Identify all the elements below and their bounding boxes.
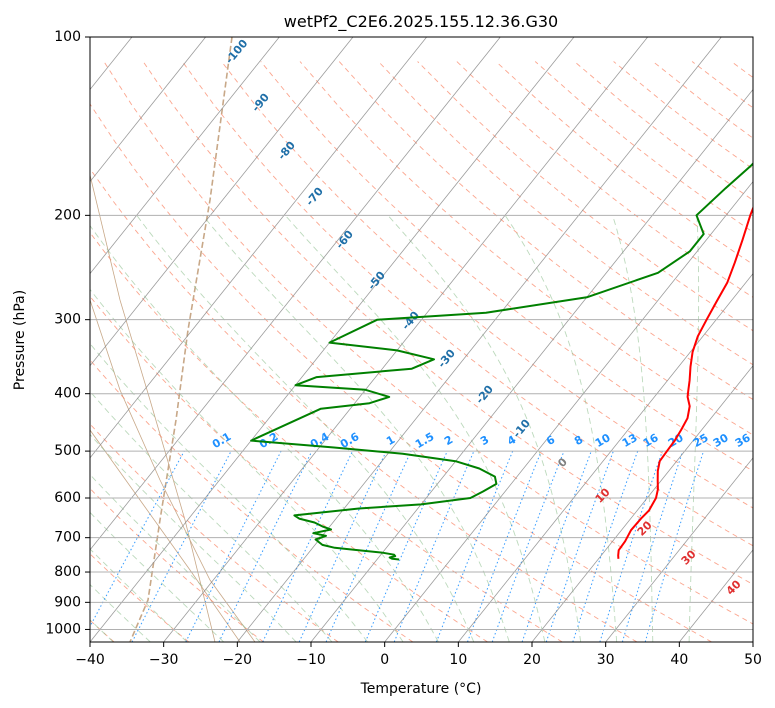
curved-guide: [90, 299, 256, 642]
x-tick-label: −40: [75, 652, 105, 668]
y-tick-label: 700: [54, 530, 81, 546]
x-tick-label: 50: [744, 652, 762, 668]
moist-adiabat: [90, 473, 261, 642]
dry-adiabat: [90, 359, 414, 642]
mixing-ratio-line: [621, 450, 684, 642]
moist-adiabat: [387, 215, 582, 642]
mixing-ratio-line: [599, 450, 663, 642]
mixing-ratio-line: [185, 450, 282, 642]
mixing-ratio-line: [491, 450, 565, 642]
x-tick-label: 0: [380, 652, 389, 668]
curved-guide: [129, 37, 233, 642]
mixing-ratio-line: [435, 450, 514, 642]
dry-adiabat: [103, 61, 753, 625]
dry-adiabat: [771, 62, 775, 643]
x-tick-label: −20: [223, 652, 253, 668]
x-tick-label: 20: [523, 652, 541, 668]
x-tick-label: 10: [449, 652, 467, 668]
x-tick-label: −30: [149, 652, 179, 668]
y-tick-label: 1000: [45, 621, 81, 637]
mixing-ratio-line: [325, 450, 412, 642]
dewpoint-line: [250, 162, 753, 561]
background-lines: [0, 37, 775, 643]
y-axis: 100 200 300 400 500 600 700 800 900 1000: [45, 29, 90, 637]
chart-title: wetPf2_C2E6.2025.155.12.36.G30: [284, 12, 558, 32]
isotherm: [90, 37, 206, 183]
x-tick-label: 40: [670, 652, 688, 668]
dry-adiabat: [90, 295, 488, 642]
moist-adiabat: [90, 433, 297, 642]
isotherm: [90, 37, 427, 459]
dry-adiabat: [378, 61, 753, 366]
y-tick-label: 200: [54, 207, 81, 223]
isotherm: [163, 37, 648, 642]
curved-guide: [90, 429, 241, 642]
temperature-line: [617, 205, 753, 559]
mixing-ratio-line: [467, 450, 542, 642]
moist-adiabat: [136, 215, 475, 642]
isotherm: [90, 37, 354, 367]
dry-adiabat: [90, 553, 190, 642]
mixing-ratio-line: [90, 450, 185, 628]
y-tick-label: 900: [54, 594, 81, 610]
y-tick-label: 400: [54, 386, 81, 402]
isotherm: [531, 365, 753, 642]
y-tick-label: 600: [54, 490, 81, 506]
isotherm: [752, 641, 753, 642]
moist-adiabat: [688, 215, 700, 642]
dry-adiabat: [90, 487, 264, 642]
isotherm: [90, 37, 501, 551]
x-tick-label: 30: [597, 652, 615, 668]
isotherm: [605, 457, 753, 642]
isotherm: [384, 180, 753, 642]
isotherm: [0, 37, 58, 642]
moist-adiabat: [612, 215, 654, 642]
mixing-ratio-line: [521, 450, 592, 642]
mixing-ratio-line: [364, 450, 448, 642]
isotherm: [458, 273, 753, 642]
dry-adiabat: [142, 61, 753, 585]
moist-adiabat: [90, 224, 439, 642]
x-axis-label: Temperature (°C): [360, 681, 482, 697]
y-axis-label: Pressure (hPa): [12, 290, 28, 390]
x-axis: −40 −30 −20 −10 0 10 20 30 40 50: [75, 642, 762, 668]
plot-background: [90, 37, 753, 642]
dry-adiabat: [260, 61, 753, 472]
moist-adiabat: [90, 342, 368, 642]
moist-adiabat: [90, 390, 333, 642]
isotherm: [310, 88, 753, 642]
dry-adiabat: [221, 61, 753, 509]
profile-series: [250, 162, 753, 561]
moist-adiabat: [504, 215, 618, 642]
x-tick-label: −10: [296, 652, 326, 668]
isotherm: [90, 37, 575, 642]
y-tick-label: 500: [54, 443, 81, 459]
mixing-ratio-line: [545, 450, 614, 642]
isotherm: [90, 37, 280, 275]
y-tick-label: 800: [54, 564, 81, 580]
plot-frame: [89, 36, 754, 643]
mixing-ratio-line: [572, 450, 639, 642]
y-tick-label: 300: [54, 312, 81, 328]
y-tick-label: 100: [54, 29, 81, 45]
moist-adiabat: [90, 288, 404, 642]
